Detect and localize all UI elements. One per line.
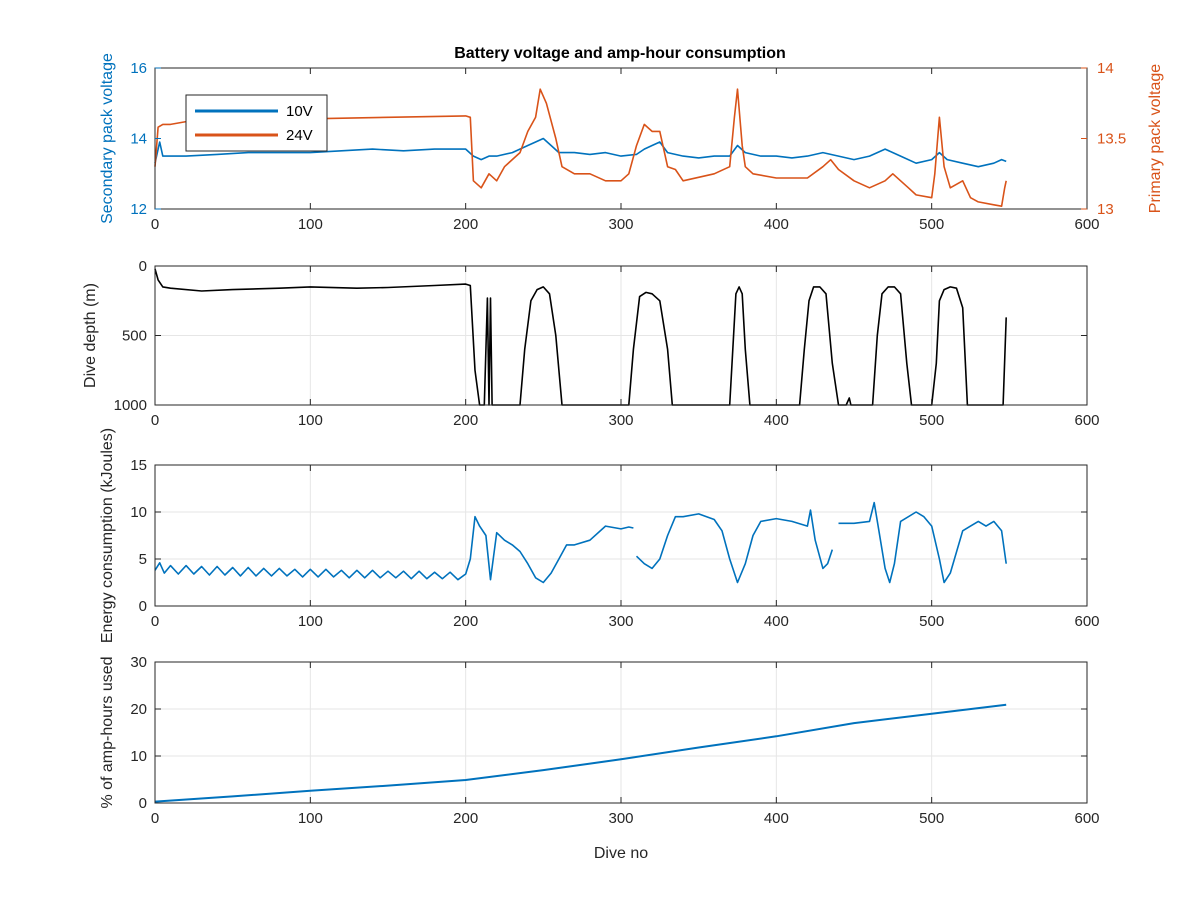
x-tick-label: 300 <box>608 412 633 429</box>
x-axis-label: Dive no <box>594 845 648 862</box>
y-axis-label-left: Secondary pack voltage <box>99 53 116 224</box>
series-line <box>154 501 1007 584</box>
y-axis-label: % of amp-hours used <box>99 656 116 808</box>
y-tick-label: 5 <box>139 551 147 568</box>
x-tick-label: 500 <box>919 216 944 233</box>
x-tick-label: 100 <box>298 412 323 429</box>
y-tick-label: 14 <box>130 131 147 148</box>
series-lines <box>154 703 1007 803</box>
figure-title: Battery voltage and amp-hour consumption <box>454 45 786 62</box>
x-tick-label: 100 <box>298 216 323 233</box>
y-tick-label: 0 <box>139 795 147 812</box>
tick-labels: 0 100 200 300 400 500 600 0 500 1000 <box>114 258 1100 429</box>
y-tick-label: 30 <box>130 654 147 671</box>
x-tick-label: 400 <box>764 613 789 630</box>
x-tick-label: 0 <box>151 216 159 233</box>
x-tick-label: 300 <box>608 613 633 630</box>
x-tick-label: 400 <box>764 810 789 827</box>
tick-labels: 0 100 200 300 400 500 600 12 14 16 13 13.5 14 <box>130 60 1126 233</box>
y-tick-label: 0 <box>139 258 147 275</box>
y-tick-label: 12 <box>130 201 147 218</box>
x-tick-label: 200 <box>453 216 478 233</box>
x-tick-label: 500 <box>919 613 944 630</box>
y-tick-label: 10 <box>130 504 147 521</box>
series-lines <box>154 501 1007 584</box>
series-lines <box>154 88 1007 207</box>
y-axis-label: Dive depth (m) <box>82 283 99 388</box>
legend-label-24v: 24V <box>286 127 313 144</box>
x-tick-label: 400 <box>764 216 789 233</box>
grid <box>155 465 1087 606</box>
series-line-10v <box>154 137 1007 168</box>
amp-hours-panel: 0 100 200 300 400 500 600 0 10 20 30 % of amp-hour… <box>99 654 1100 862</box>
y-tick-label: 10 <box>130 748 147 765</box>
tick-labels: 0 100 200 300 400 500 600 0 5 10 15 <box>130 457 1099 630</box>
x-tick-label: 500 <box>919 810 944 827</box>
y-right-tick-label: 14 <box>1097 60 1114 77</box>
x-tick-label: 100 <box>298 810 323 827</box>
x-tick-label: 500 <box>919 412 944 429</box>
legend: 10V 24V <box>185 94 328 152</box>
y-axis-label: Energy consumption (kJoules) <box>99 428 116 643</box>
y-tick-label: 16 <box>130 60 147 77</box>
x-tick-label: 100 <box>298 613 323 630</box>
x-tick-label: 600 <box>1074 613 1099 630</box>
series-line-24v <box>154 88 1007 207</box>
legend-label-10v: 10V <box>286 103 313 120</box>
x-tick-label: 200 <box>453 810 478 827</box>
x-tick-label: 600 <box>1074 412 1099 429</box>
tick-labels: 0 100 200 300 400 500 600 0 10 20 30 <box>130 654 1099 827</box>
grid <box>155 266 1087 405</box>
depth-panel: 0 100 200 300 400 500 600 0 500 1000 Dive depth (… <box>82 258 1100 429</box>
energy-panel: 0 100 200 300 400 500 600 0 5 10 15 Energy consump… <box>99 428 1100 643</box>
y-tick-label: 500 <box>122 328 147 345</box>
x-tick-label: 200 <box>453 613 478 630</box>
y-right-tick-label: 13 <box>1097 201 1114 218</box>
x-tick-label: 600 <box>1074 216 1099 233</box>
y-tick-label: 0 <box>139 598 147 615</box>
x-tick-label: 400 <box>764 412 789 429</box>
x-tick-label: 0 <box>151 412 159 429</box>
x-tick-label: 0 <box>151 613 159 630</box>
legend-box <box>185 94 328 152</box>
x-tick-label: 600 <box>1074 810 1099 827</box>
x-tick-label: 200 <box>453 412 478 429</box>
x-tick-label: 0 <box>151 810 159 827</box>
y-right-tick-label: 13.5 <box>1097 131 1126 148</box>
y-tick-label: 1000 <box>114 397 147 414</box>
voltage-panel: 0 100 200 300 400 500 600 12 14 16 13 13.5 14 Second… <box>99 53 1164 233</box>
x-tick-label: 300 <box>608 216 633 233</box>
x-tick-label: 300 <box>608 810 633 827</box>
y-tick-label: 20 <box>130 701 147 718</box>
y-axis-label-right: Primary pack voltage <box>1147 64 1164 213</box>
series-line <box>154 703 1007 803</box>
y-tick-label: 15 <box>130 457 147 474</box>
